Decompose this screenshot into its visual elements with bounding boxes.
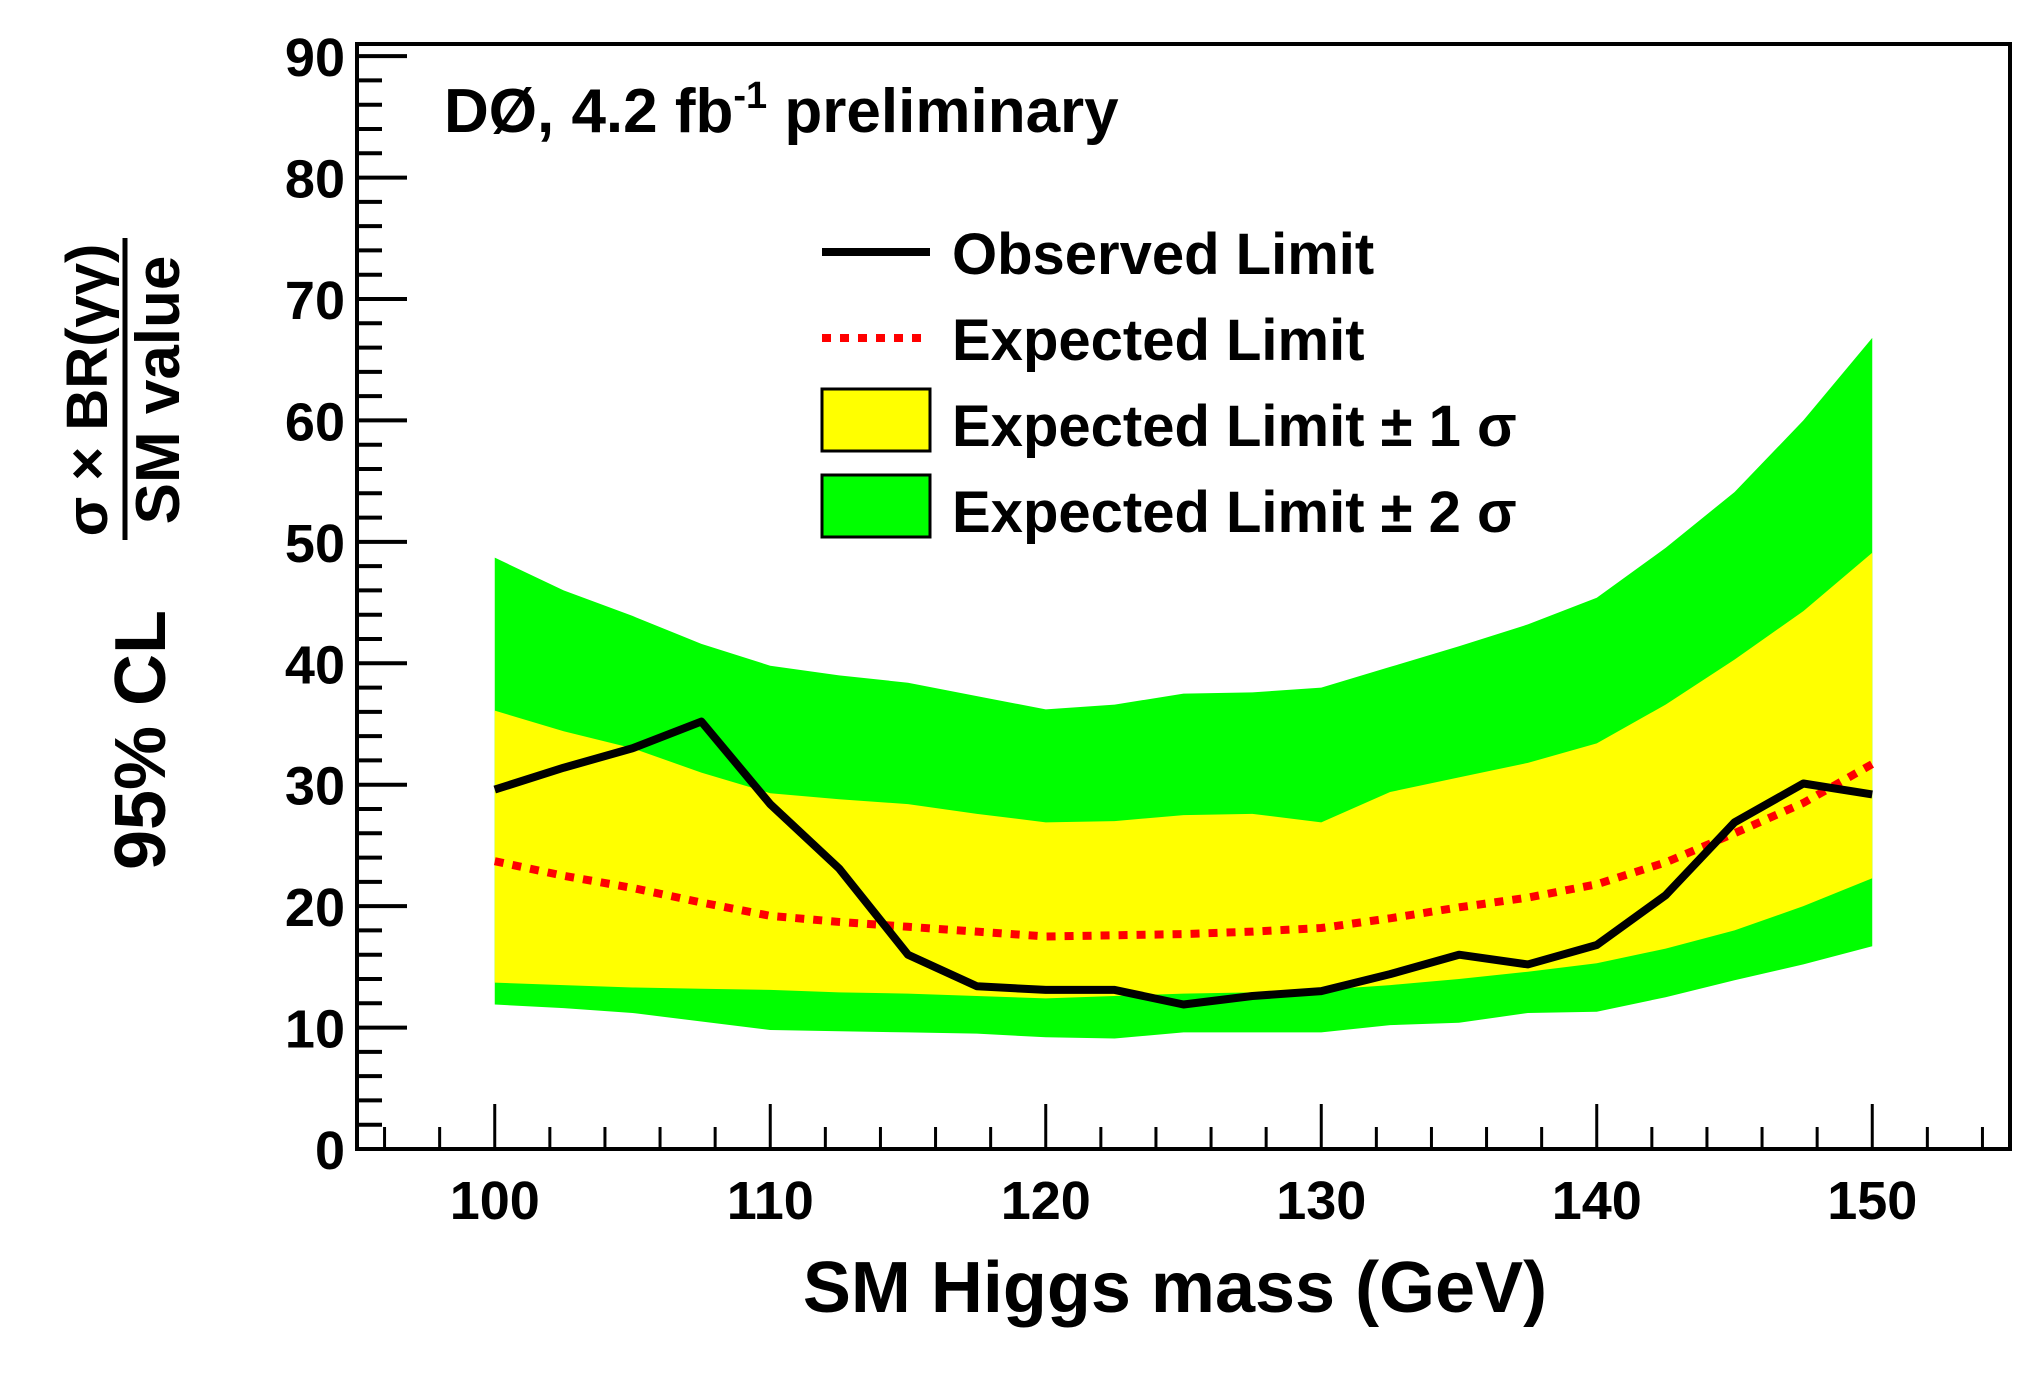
legend: Observed Limit Expected Limit Expected Lim… [820, 222, 1517, 545]
lines-layer [493, 717, 1875, 1009]
y-tick-label: 50 [285, 514, 345, 574]
x-tick-label: 120 [1001, 1171, 1091, 1231]
y-tick-label: 60 [285, 392, 345, 452]
ticks-layer [357, 54, 1984, 1151]
observed-limit-line [493, 717, 1873, 1009]
x-tick-label: 150 [1827, 1171, 1917, 1231]
legend-item: Expected Limit ± 2 σ [820, 473, 1517, 545]
y-tick-label: 0 [315, 1121, 345, 1181]
legend-swatch-band [820, 473, 932, 539]
y-tick-label: 80 [285, 150, 345, 210]
legend-item: Expected Limit [822, 308, 1365, 373]
tick-labels-layer: 0 10 20 30 40 50 60 70 80 90 100 110 120 130 140 150 [285, 28, 1917, 1231]
band-1sigma [494, 552, 1873, 999]
legend-swatch-band [820, 387, 932, 453]
y-tick-label: 40 [285, 635, 345, 695]
y-tick-label: 30 [285, 757, 345, 817]
y-tick-label: 10 [285, 1000, 345, 1060]
title-superscript: -1 [733, 75, 767, 117]
x-axis-label: SM Higgs mass (GeV) [803, 1248, 1547, 1328]
legend-label: Expected Limit ± 1 σ [952, 394, 1517, 459]
x-tick-label: 100 [450, 1171, 540, 1231]
legend-item: Expected Limit ± 1 σ [820, 387, 1517, 459]
x-tick-label: 130 [1276, 1171, 1366, 1231]
legend-label: Expected Limit [952, 308, 1365, 373]
plot-frame [355, 42, 2012, 1151]
y-label-numerator: σ × BR(γγ) [55, 244, 120, 537]
y-tick-label: 20 [285, 878, 345, 938]
y-tick-label: 90 [285, 28, 345, 88]
x-tick-label: 140 [1552, 1171, 1642, 1231]
y-label-denominator: SM value [124, 256, 193, 525]
chart-title: DØ, 4.2 fb-1 preliminary [444, 75, 1119, 146]
legend-label: Expected Limit ± 2 σ [952, 480, 1517, 545]
y-label-prefix: 95% CL [101, 610, 181, 870]
y-axis-label: 95% CL σ × BR(γγ) SM value [55, 238, 193, 870]
legend-label: Observed Limit [952, 222, 1374, 287]
x-tick-label: 110 [727, 1171, 814, 1231]
expected-limit-line [493, 760, 1875, 941]
y-tick-label: 70 [285, 271, 345, 331]
legend-item: Observed Limit [822, 222, 1374, 287]
